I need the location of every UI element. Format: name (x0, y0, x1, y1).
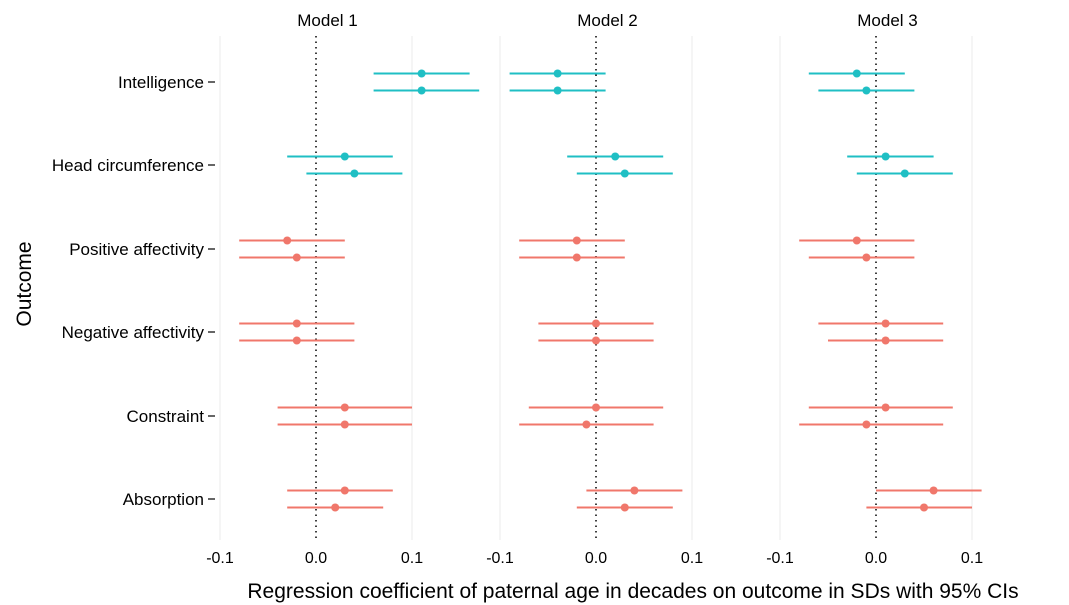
panel-title-3: Model 3 (857, 11, 917, 30)
estimate-point-panel2-intelligence-2 (553, 86, 562, 95)
estimate-point-panel2-absorption-2 (620, 503, 629, 512)
estimate-point-panel2-positive-affectivity-1 (572, 236, 581, 245)
x-tick-label-panel2-3: 0.1 (681, 550, 703, 567)
estimate-point-panel3-negative-affectivity-1 (881, 319, 890, 328)
estimate-point-panel3-positive-affectivity-2 (862, 253, 871, 262)
estimate-point-panel2-head-circumference-1 (611, 152, 620, 161)
estimate-point-panel2-positive-affectivity-2 (572, 253, 581, 262)
estimate-point-panel1-absorption-2 (331, 503, 340, 512)
panel-title-2: Model 2 (577, 11, 637, 30)
estimate-point-panel1-positive-affectivity-1 (283, 236, 292, 245)
estimate-point-panel2-head-circumference-2 (620, 169, 629, 178)
outcome-label-positive-affectivity: Positive affectivity (69, 240, 204, 259)
zero-reference-layer (315, 36, 877, 540)
estimate-point-panel2-absorption-1 (630, 486, 639, 495)
estimate-point-panel3-positive-affectivity-1 (852, 236, 861, 245)
estimate-point-panel3-absorption-2 (920, 503, 928, 512)
estimate-point-panel1-absorption-1 (340, 486, 349, 495)
estimate-point-panel2-constraint-1 (592, 403, 600, 412)
grid-layer (219, 36, 973, 540)
estimate-point-panel2-negative-affectivity-1 (592, 319, 600, 328)
panel-title-1: Model 1 (297, 11, 357, 30)
estimate-point-panel1-intelligence-1 (417, 69, 426, 78)
estimate-point-panel1-constraint-2 (340, 420, 349, 429)
outcome-label-constraint: Constraint (127, 407, 205, 426)
x-tick-label-panel3-3: 0.1 (961, 550, 983, 567)
estimate-point-panel3-head-circumference-2 (900, 169, 909, 178)
outcome-label-negative-affectivity: Negative affectivity (62, 323, 205, 342)
estimate-point-panel3-head-circumference-1 (881, 152, 890, 161)
x-tick-label-panel2-1: -0.1 (486, 550, 514, 567)
estimate-point-panel1-head-circumference-2 (350, 169, 359, 178)
estimate-point-panel1-constraint-1 (340, 403, 349, 412)
estimate-point-panel1-head-circumference-1 (340, 152, 349, 161)
estimate-point-panel2-intelligence-1 (553, 69, 562, 78)
x-tick-label-panel1-3: 0.1 (401, 550, 423, 567)
estimate-point-panel2-constraint-2 (582, 420, 591, 429)
x-tick-label-panel1-1: -0.1 (206, 550, 234, 567)
estimate-marks-layer (239, 69, 982, 512)
estimate-point-panel1-intelligence-2 (417, 86, 426, 95)
estimate-point-panel3-constraint-1 (881, 403, 890, 412)
estimate-point-panel3-intelligence-2 (862, 86, 871, 95)
estimate-point-panel1-positive-affectivity-2 (292, 253, 301, 262)
outcome-label-head-circumference: Head circumference (52, 156, 204, 175)
estimate-point-panel1-negative-affectivity-2 (292, 336, 301, 345)
x-tick-label-panel3-2: 0.0 (865, 550, 887, 567)
x-axis-title: Regression coefficient of paternal age i… (247, 580, 1018, 603)
y-axis-title: Outcome (13, 241, 36, 326)
estimate-point-panel3-intelligence-1 (852, 69, 861, 78)
estimate-point-panel3-negative-affectivity-2 (881, 336, 890, 345)
x-tick-label-panel3-1: -0.1 (766, 550, 794, 567)
estimate-point-panel2-negative-affectivity-2 (592, 336, 600, 345)
estimate-point-panel3-absorption-1 (929, 486, 938, 495)
x-tick-label-panel2-2: 0.0 (585, 550, 607, 567)
x-tick-label-panel1-2: 0.0 (305, 550, 327, 567)
text-layer: Model 1 -0.1 0.0 0.1 Model 2 -0.1 0.0 0.1 Model … (52, 11, 983, 567)
outcome-label-absorption: Absorption (123, 490, 204, 509)
estimate-point-panel3-constraint-2 (862, 420, 871, 429)
outcome-label-intelligence: Intelligence (118, 73, 204, 92)
estimate-point-panel1-negative-affectivity-1 (292, 319, 301, 328)
